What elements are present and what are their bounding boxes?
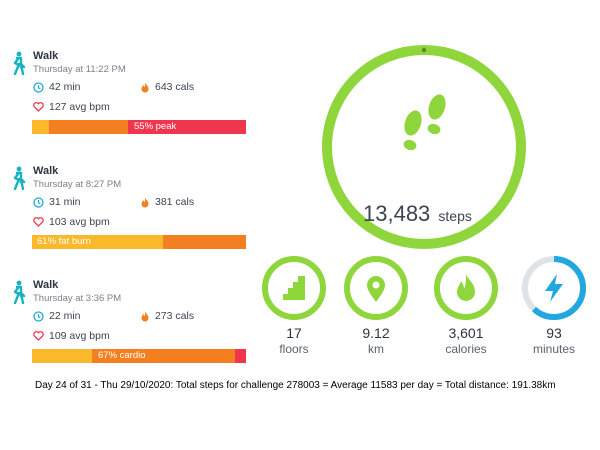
flame-icon — [141, 311, 149, 321]
flame-icon — [457, 274, 475, 301]
activity-card-1[interactable]: Walk Thursday at 11:22 PM 42 min 643 cal… — [0, 45, 260, 140]
metric-unit: floors — [279, 342, 309, 356]
lightning-icon — [545, 274, 563, 302]
calories-value: 643 cals — [155, 81, 195, 93]
activity-time: Thursday at 11:22 PM — [33, 64, 126, 75]
activity-heart-rate: 127 avg bpm — [33, 101, 110, 113]
activity-time: Thursday at 8:27 PM — [33, 179, 122, 190]
flame-icon — [141, 82, 149, 92]
activity-title: Walk — [33, 165, 59, 177]
activity-duration: 42 min — [33, 81, 81, 93]
activity-heart-rate: 109 avg bpm — [33, 330, 110, 342]
metric-value: 9.12 — [362, 325, 390, 341]
zone-fat-burn — [32, 349, 92, 363]
walking-icon — [13, 166, 26, 190]
location-pin-icon — [367, 276, 385, 302]
heart-zone-bar: 67% cardio — [32, 349, 246, 363]
zone-label: 67% cardio — [98, 350, 146, 361]
metric-unit: minutes — [532, 342, 576, 356]
activity-time: Thursday at 3:36 PM — [33, 293, 122, 304]
activity-calories: 643 cals — [140, 81, 194, 93]
zone-cardio — [49, 120, 129, 134]
calories-ring — [434, 256, 498, 320]
footprints-icon — [403, 94, 446, 151]
active-minutes-progress-arc — [522, 256, 586, 320]
walking-icon — [13, 51, 26, 75]
clock-icon — [33, 310, 44, 322]
flame-icon — [141, 197, 149, 207]
heart-zone-bar: 55% peak — [32, 120, 246, 134]
activity-duration: 22 min — [33, 310, 81, 322]
steps-unit: steps — [438, 208, 472, 224]
calories-value: 273 cals — [155, 310, 195, 322]
steps-readout: 13,483 steps — [363, 201, 472, 227]
activity-title: Walk — [33, 50, 59, 62]
zone-fat-burn — [32, 235, 163, 249]
zone-peak — [128, 120, 246, 134]
metric-value: 3,601 — [448, 325, 484, 341]
steps-ring[interactable] — [320, 43, 528, 251]
duration-value: 22 min — [49, 310, 81, 322]
distance-ring — [344, 256, 408, 320]
walking-icon — [13, 280, 26, 304]
clock-icon — [33, 81, 44, 93]
heart-icon — [33, 331, 44, 341]
activity-title: Walk — [33, 279, 59, 291]
metric-floors[interactable]: 17 floors — [249, 255, 339, 356]
zone-peak — [235, 349, 246, 363]
heart-rate-value: 109 avg bpm — [49, 330, 110, 342]
zone-label: 55% peak — [134, 121, 177, 132]
challenge-summary: Day 24 of 31 - Thu 29/10/2020: Total ste… — [35, 380, 556, 391]
activity-card-2[interactable]: Walk Thursday at 8:27 PM 31 min 381 cals… — [0, 160, 260, 255]
floors-ring — [262, 256, 326, 320]
metric-calories[interactable]: 3,601 calories — [421, 255, 511, 356]
metric-unit: calories — [445, 342, 487, 356]
heart-rate-value: 127 avg bpm — [49, 101, 110, 113]
zone-fat-burn — [32, 120, 50, 134]
activity-calories: 273 cals — [140, 310, 194, 322]
duration-value: 31 min — [49, 196, 81, 208]
steps-value: 13,483 — [363, 201, 431, 226]
active-minutes-ring — [522, 256, 586, 320]
metric-value: 93 — [546, 325, 562, 341]
metric-value: 17 — [286, 325, 302, 341]
stairs-icon — [283, 276, 305, 300]
activity-duration: 31 min — [33, 196, 81, 208]
zone-cardio — [162, 235, 246, 249]
activity-calories: 381 cals — [140, 196, 194, 208]
metric-distance[interactable]: 9.12 km — [331, 255, 421, 356]
zone-label: 61% fat burn — [37, 236, 91, 247]
duration-value: 42 min — [49, 81, 81, 93]
metric-unit: km — [368, 342, 384, 356]
calories-value: 381 cals — [155, 196, 195, 208]
activity-heart-rate: 103 avg bpm — [33, 216, 110, 228]
activity-card-3[interactable]: Walk Thursday at 3:36 PM 22 min 273 cals… — [0, 274, 260, 369]
heart-zone-bar: 61% fat burn — [32, 235, 246, 249]
heart-icon — [33, 217, 44, 227]
zone-cardio — [91, 349, 236, 363]
clock-icon — [33, 196, 44, 208]
heart-rate-value: 103 avg bpm — [49, 216, 110, 228]
metric-active-minutes[interactable]: 93 minutes — [509, 255, 599, 356]
ring-start-marker — [421, 47, 427, 53]
heart-icon — [33, 102, 44, 112]
